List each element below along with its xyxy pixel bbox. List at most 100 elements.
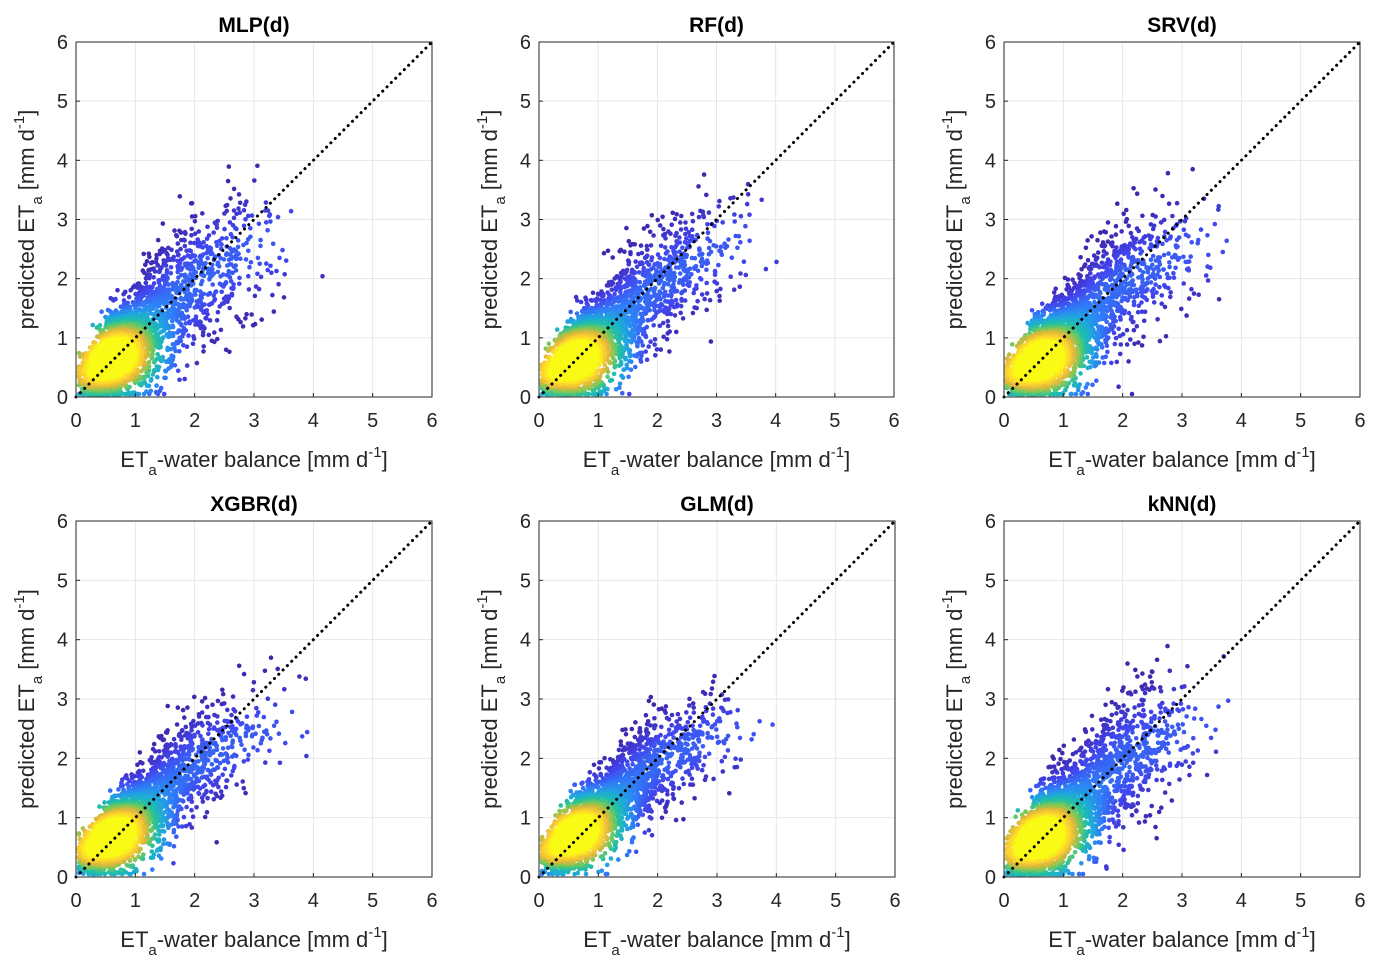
scatter-point bbox=[243, 217, 248, 222]
scatter-point bbox=[747, 238, 752, 244]
scatter-point bbox=[103, 351, 109, 357]
scatter-point bbox=[196, 229, 202, 234]
scatter-point bbox=[182, 376, 187, 382]
scatter-point bbox=[737, 284, 743, 290]
scatter-point bbox=[151, 275, 156, 280]
scatter-point bbox=[696, 184, 701, 189]
scatter-point bbox=[259, 317, 265, 322]
scatter-point bbox=[248, 260, 254, 265]
scatter-point bbox=[263, 220, 269, 225]
scatter-point bbox=[690, 218, 696, 224]
scatter-point bbox=[662, 245, 668, 250]
scatter-point bbox=[661, 226, 666, 232]
scatter-point bbox=[245, 237, 251, 242]
scatter-point bbox=[135, 285, 140, 290]
scatter-point bbox=[215, 269, 221, 275]
scatter-point bbox=[224, 236, 229, 241]
scatter-point bbox=[176, 275, 181, 280]
scatter-point bbox=[674, 329, 679, 335]
scatter-point bbox=[265, 228, 270, 233]
scatter-point bbox=[677, 271, 683, 276]
scatter-point bbox=[707, 297, 713, 303]
scatter-point bbox=[231, 215, 237, 221]
scatter-point bbox=[651, 323, 656, 328]
scatter-point bbox=[222, 211, 227, 216]
scatter-point bbox=[172, 363, 178, 368]
scatter-point bbox=[175, 241, 181, 246]
scatter-point bbox=[320, 273, 325, 279]
scatter-point bbox=[645, 223, 650, 229]
scatter-point bbox=[680, 289, 685, 295]
scatter-point bbox=[223, 347, 229, 353]
scatter-point bbox=[191, 271, 197, 277]
scatter-point bbox=[267, 213, 272, 219]
scatter-point bbox=[166, 282, 171, 287]
scatter-point bbox=[146, 275, 152, 281]
scatter-point bbox=[189, 200, 195, 206]
scatter-point bbox=[255, 271, 260, 277]
scatter-point bbox=[717, 298, 722, 304]
scatter-point bbox=[265, 208, 271, 213]
scatter-point bbox=[601, 250, 607, 256]
scatter-point bbox=[191, 334, 196, 339]
panel-title: MLP(d) bbox=[218, 14, 289, 37]
scatter-point bbox=[662, 289, 668, 295]
scatter-point bbox=[89, 360, 95, 365]
scatter-point bbox=[172, 228, 177, 233]
scatter-point bbox=[229, 291, 235, 297]
scatter-point bbox=[683, 231, 688, 237]
scatter-point bbox=[678, 310, 683, 316]
scatter-point bbox=[192, 259, 197, 264]
scatter-point bbox=[667, 349, 672, 354]
scatter-point bbox=[636, 299, 641, 305]
scatter-point bbox=[706, 245, 712, 251]
scatter-point bbox=[141, 251, 146, 257]
scatter-point bbox=[234, 314, 239, 320]
scatter-point bbox=[165, 345, 170, 351]
scatter-point bbox=[151, 281, 157, 286]
scatter-point bbox=[200, 245, 205, 250]
scatter-point bbox=[216, 264, 222, 269]
scatter-point bbox=[226, 257, 232, 263]
scatter-point bbox=[193, 314, 199, 320]
scatter-point bbox=[610, 281, 616, 286]
scatter-point bbox=[244, 311, 249, 317]
scatter-point bbox=[636, 270, 642, 275]
scatter-point bbox=[125, 362, 130, 368]
scatter-point bbox=[704, 267, 709, 273]
scatter-point bbox=[152, 269, 158, 274]
scatter-point bbox=[207, 290, 213, 296]
scatter-point bbox=[699, 256, 705, 262]
scatter-point bbox=[116, 365, 121, 371]
scatter-point bbox=[214, 318, 220, 323]
scatter-point bbox=[201, 349, 206, 354]
scatter-point bbox=[745, 192, 751, 197]
scatter-point bbox=[246, 273, 251, 279]
scatter-point bbox=[190, 341, 196, 347]
scatter-point bbox=[609, 287, 615, 293]
scatter-point bbox=[660, 214, 665, 220]
scatter-point bbox=[670, 210, 675, 216]
scatter-point bbox=[675, 302, 680, 307]
scatter-point bbox=[663, 298, 668, 304]
scatter-point bbox=[255, 255, 261, 261]
scatter-point bbox=[76, 382, 82, 388]
scatter-point bbox=[728, 274, 733, 280]
scatter-point bbox=[632, 270, 638, 276]
scatter-point bbox=[281, 295, 287, 300]
scatter-point bbox=[236, 206, 241, 211]
scatter-point bbox=[639, 250, 645, 256]
scatter-point bbox=[175, 368, 181, 374]
scatter-point bbox=[214, 225, 220, 231]
x-tick-label: 1 bbox=[130, 410, 141, 432]
scatter-point bbox=[193, 213, 198, 219]
scatter-point bbox=[288, 208, 294, 214]
scatter-point bbox=[212, 330, 217, 335]
scatter-point bbox=[648, 243, 654, 248]
scatter-point bbox=[732, 219, 737, 224]
scatter-point bbox=[152, 368, 157, 373]
scatter-point bbox=[690, 310, 696, 316]
scatter-point bbox=[227, 220, 233, 225]
scatter-point bbox=[126, 294, 132, 300]
